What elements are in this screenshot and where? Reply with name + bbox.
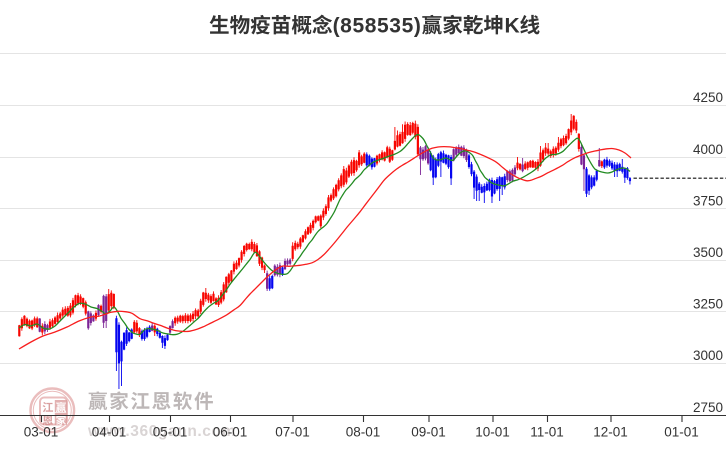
- svg-text:www.360gann.com: www.360gann.com: [87, 423, 236, 440]
- svg-text:08-01: 08-01: [346, 425, 381, 440]
- svg-text:09-01: 09-01: [411, 425, 446, 440]
- svg-text:(858535): (858535): [333, 15, 422, 38]
- svg-text:10-01: 10-01: [475, 425, 510, 440]
- svg-text:3000: 3000: [693, 348, 723, 363]
- svg-text:4250: 4250: [693, 90, 723, 105]
- svg-text:05-01: 05-01: [153, 425, 188, 440]
- svg-text:04-01: 04-01: [92, 425, 127, 440]
- svg-text:3750: 3750: [693, 193, 723, 208]
- svg-text:3250: 3250: [693, 297, 723, 312]
- svg-text:3500: 3500: [693, 245, 723, 260]
- svg-text:11-01: 11-01: [530, 425, 564, 440]
- svg-text:4000: 4000: [693, 142, 723, 157]
- svg-text:12-01: 12-01: [593, 425, 628, 440]
- svg-text:03-01: 03-01: [24, 425, 59, 440]
- svg-text:06-01: 06-01: [213, 425, 248, 440]
- svg-text:2750: 2750: [693, 400, 723, 415]
- svg-text:K: K: [505, 15, 520, 38]
- svg-text:01-01: 01-01: [664, 425, 699, 440]
- svg-text:07-01: 07-01: [275, 425, 310, 440]
